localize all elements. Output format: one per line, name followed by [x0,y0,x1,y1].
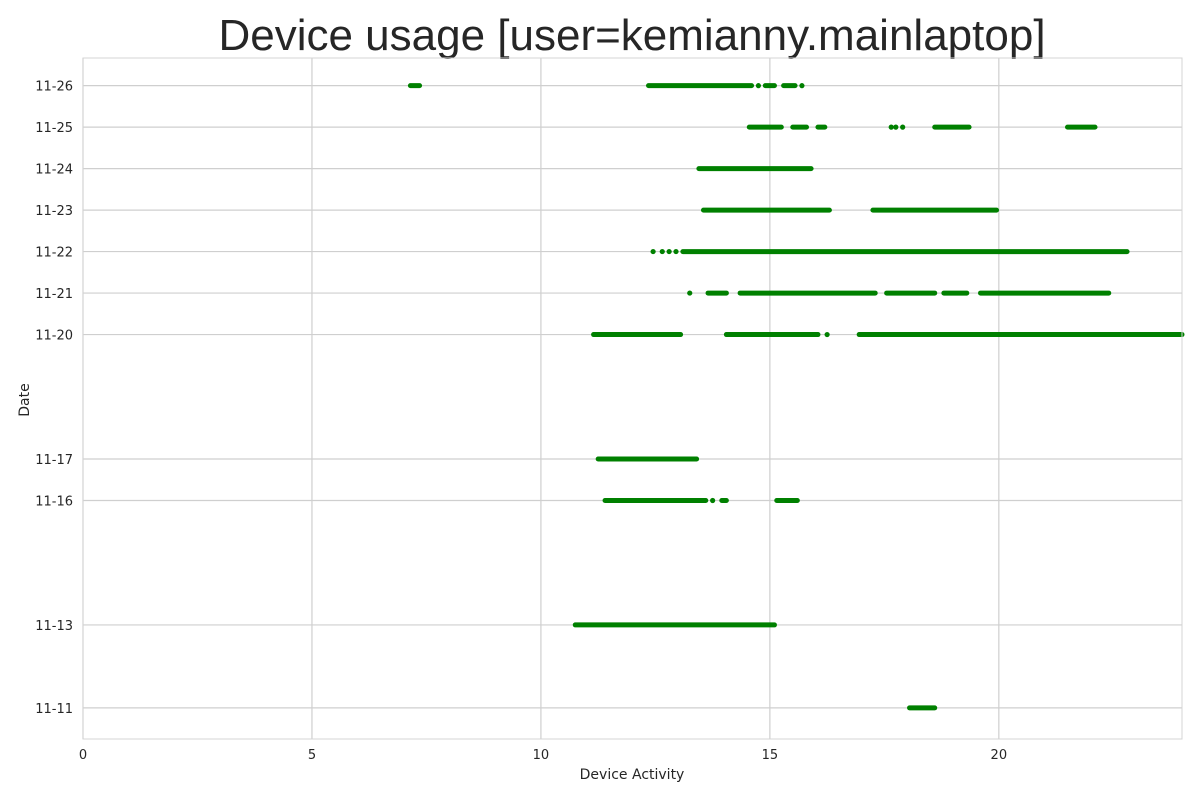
y-tick-label: 11-21 [35,287,73,302]
x-tick-label: 0 [79,748,87,763]
x-tick-labels: 0 5 10 15 20 [79,748,1007,763]
y-tick-label: 11-22 [35,246,73,261]
y-tick-label: 11-24 [35,163,73,178]
plot-area-frame [82,57,1183,740]
usage-point [893,124,899,130]
usage-point [666,248,672,255]
y-tick-label: 11-17 [35,453,73,468]
usage-point [659,248,665,255]
x-axis-label: Device Activity [580,767,685,783]
usage-point [900,124,906,130]
y-tick-label: 11-11 [35,702,73,717]
chart-title: Device usage [user=kemianny.mainlaptop] [218,11,1045,60]
usage-point [673,248,679,255]
x-tick-label: 20 [991,748,1008,763]
y-tick-label: 11-13 [35,619,73,634]
usage-point [824,331,830,338]
usage-point [687,290,693,296]
usage-point [799,83,805,89]
gridlines [82,58,1182,739]
y-tick-labels: 11-26 11-25 11-24 11-23 11-22 11-21 11-20 11-17… [35,80,73,717]
usage-point [710,497,716,504]
usage-point [888,124,894,130]
x-tick-label: 5 [308,748,316,763]
x-tick-label: 15 [762,748,779,763]
y-axis-label: Date [17,383,33,416]
y-tick-label: 11-26 [35,80,73,95]
usage-series [407,83,1185,711]
usage-point [650,248,656,255]
y-tick-label: 11-16 [35,494,73,509]
y-tick-label: 11-20 [35,329,73,344]
usage-point [755,83,762,89]
y-tick-label: 11-25 [35,121,73,136]
y-tick-label: 11-23 [35,204,73,219]
x-tick-label: 10 [533,748,550,763]
